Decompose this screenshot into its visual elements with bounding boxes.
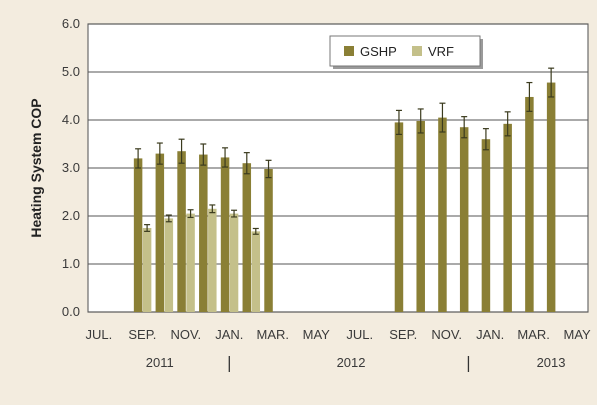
- y-tick-label: 1.0: [62, 256, 80, 271]
- bar-gshp: [416, 120, 425, 313]
- error-bar: [200, 143, 207, 166]
- error-bar: [135, 148, 142, 169]
- error-bar: [265, 159, 272, 179]
- legend-swatch-gshp: [344, 46, 354, 56]
- x-tick-label: MAY: [564, 327, 592, 342]
- error-bar: [178, 138, 185, 164]
- x-tick-label: NOV.: [431, 327, 462, 342]
- legend-label-vrf: VRF: [428, 44, 454, 59]
- bar-vrf: [208, 208, 217, 312]
- bar-gshp: [220, 157, 230, 312]
- x-tick-label: MAY: [303, 327, 331, 342]
- error-bar: [439, 102, 446, 133]
- y-tick-label: 0.0: [62, 304, 80, 319]
- bar-vrf: [229, 213, 239, 312]
- error-bar: [231, 209, 238, 218]
- error-bar: [187, 209, 194, 219]
- error-bar: [395, 109, 402, 135]
- x-tick-label: SEP.: [389, 327, 417, 342]
- error-bar: [526, 81, 533, 112]
- year-label: 2012: [337, 355, 366, 370]
- y-tick-label: 3.0: [62, 160, 80, 175]
- bar-vrf: [251, 231, 261, 312]
- bar-gshp: [438, 117, 447, 312]
- legend-label-gshp: GSHP: [360, 44, 397, 59]
- y-axis-title: Heating System COP: [28, 98, 44, 237]
- error-bar: [209, 204, 216, 214]
- bars: [133, 67, 556, 313]
- bar-gshp: [242, 163, 252, 312]
- error-bar: [144, 224, 151, 232]
- x-tick-label: SEP.: [128, 327, 156, 342]
- error-bar: [417, 108, 424, 134]
- x-tick-labels: JUL. SEP. NOV. JAN. MAR. MAY JUL. SEP. NOV. JAN. M…: [86, 327, 592, 342]
- x-tick-label: MAR.: [517, 327, 550, 342]
- error-bar: [252, 227, 259, 235]
- error-bar: [243, 152, 250, 175]
- legend-box: [329, 35, 481, 67]
- x-tick-label: JUL.: [346, 327, 373, 342]
- x-tick-label: JAN.: [476, 327, 504, 342]
- x-tick-label: JAN.: [215, 327, 243, 342]
- error-bar: [482, 128, 489, 151]
- bar-vrf: [142, 228, 152, 312]
- error-bar: [156, 142, 163, 165]
- bar-gshp: [133, 158, 143, 312]
- bar-gshp: [264, 168, 273, 312]
- bar-gshp: [199, 154, 208, 312]
- x-tick-label: NOV.: [171, 327, 202, 342]
- bar-vrf: [164, 218, 174, 312]
- error-bar: [504, 111, 511, 137]
- x-tick-label: JUL.: [86, 327, 113, 342]
- legend-swatch-vrf: [412, 46, 422, 56]
- bar-gshp: [155, 153, 165, 312]
- year-label: 2013: [537, 355, 566, 370]
- error-bar: [461, 116, 468, 139]
- bar-gshp: [481, 139, 491, 312]
- legend: GSHP VRF: [329, 35, 483, 69]
- bar-gshp: [525, 96, 534, 313]
- error-bar: [548, 67, 555, 98]
- bar-vrf: [186, 213, 195, 312]
- y-tick-labels: 0.0 1.0 2.0 3.0 4.0 5.0 6.0: [62, 16, 80, 319]
- x-tick-label: MAR.: [257, 327, 290, 342]
- y-tick-label: 5.0: [62, 64, 80, 79]
- bar-gshp: [503, 123, 512, 312]
- y-tick-label: 2.0: [62, 208, 80, 223]
- bar-gshp: [459, 127, 469, 312]
- error-bar: [165, 214, 172, 223]
- year-label: 2011: [146, 355, 174, 370]
- y-tick-label: 4.0: [62, 112, 80, 127]
- y-tick-label: 6.0: [62, 16, 80, 31]
- year-labels: 2011 2012 2013: [146, 355, 566, 372]
- bar-gshp: [177, 151, 186, 312]
- bar-gshp: [394, 122, 404, 313]
- error-bar: [222, 147, 229, 168]
- bar-gshp: [546, 82, 556, 312]
